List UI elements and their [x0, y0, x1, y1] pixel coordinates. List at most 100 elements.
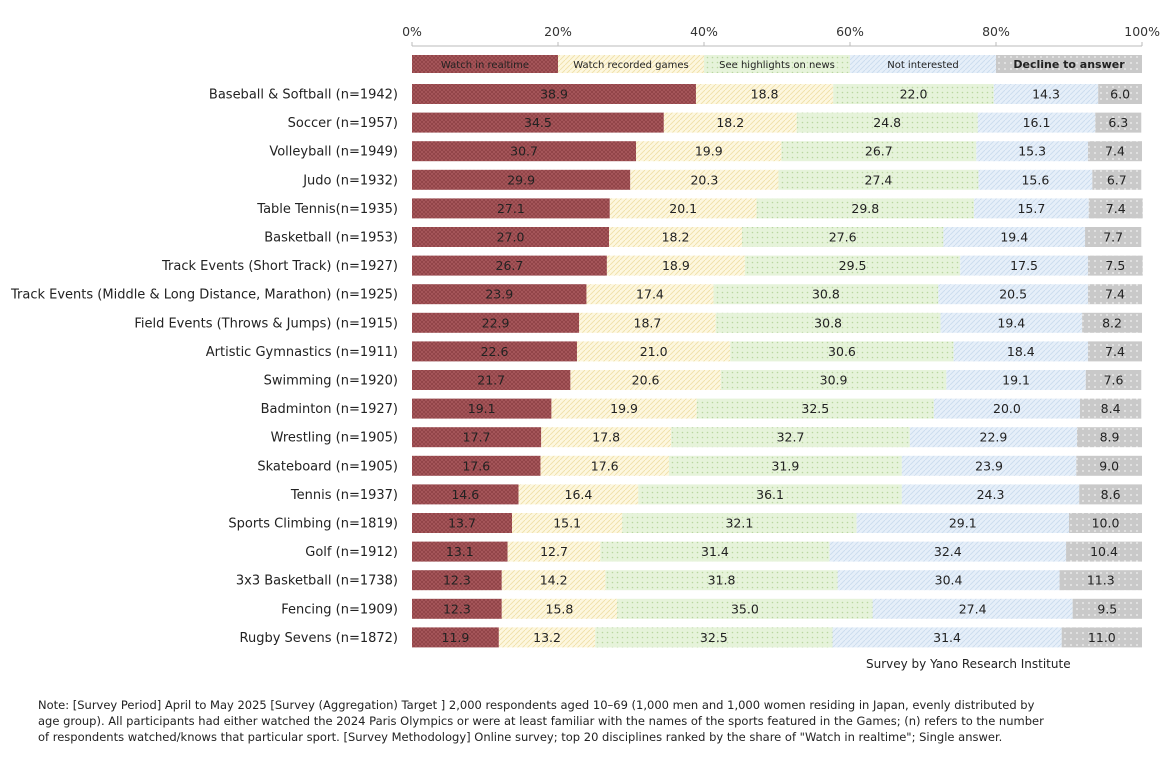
- bar-segment-not-interested: [993, 84, 1099, 104]
- value-label-decline: 10.0: [1092, 516, 1120, 531]
- value-label-realtime: 27.0: [497, 230, 525, 245]
- value-label-decline: 6.7: [1107, 172, 1127, 187]
- value-label-not-interested: 15.6: [1021, 172, 1049, 187]
- axis-tick-label: 60%: [836, 24, 864, 39]
- bar-segment-decline: [1087, 141, 1142, 162]
- bar-segment-highlights: [668, 455, 902, 476]
- value-label-realtime: 12.3: [443, 601, 471, 616]
- bar-segment-realtime: [412, 570, 502, 591]
- bar-segment-decline: [1082, 312, 1142, 333]
- value-label-realtime: 17.6: [462, 458, 490, 473]
- legend-label-decline: Decline to answer: [1013, 58, 1125, 71]
- value-label-highlights: 31.9: [771, 458, 799, 473]
- value-label-highlights: 32.5: [801, 401, 829, 416]
- category-label: Basketball (n=1953): [264, 231, 398, 246]
- bar-segment-decline: [1087, 341, 1142, 362]
- bar-segment-realtime: [412, 370, 571, 390]
- bar-segment-decline: [1085, 370, 1142, 390]
- bar-segment-not-interested: [901, 455, 1077, 476]
- legend-label-not-interested: Not interested: [887, 60, 959, 71]
- axis-tick-label: 40%: [690, 24, 718, 39]
- bar-segment-realtime: [412, 84, 696, 104]
- bar-segment-decline: [1092, 169, 1142, 190]
- value-label-recorded: 18.2: [716, 115, 744, 130]
- bar-segment-realtime: [412, 341, 577, 362]
- legend-label-realtime: Watch in realtime: [441, 60, 529, 71]
- value-label-recorded: 17.8: [592, 430, 620, 445]
- bar-segment-realtime: [412, 598, 502, 619]
- value-label-decline: 8.2: [1102, 315, 1122, 330]
- bar-segment-recorded: [498, 627, 596, 648]
- bar-segment-not-interested: [977, 112, 1096, 133]
- value-label-not-interested: 31.4: [933, 630, 961, 645]
- legend-label-recorded: Watch recorded games: [573, 60, 689, 71]
- bar-segment-highlights: [715, 312, 941, 333]
- bar-segment-highlights: [741, 227, 944, 247]
- legend-swatch-decline: [996, 55, 1142, 73]
- value-label-not-interested: 27.4: [959, 601, 987, 616]
- value-label-recorded: 12.7: [540, 544, 568, 559]
- value-label-decline: 8.4: [1101, 401, 1121, 416]
- legend-swatch-recorded: [558, 55, 704, 73]
- value-label-highlights: 22.0: [900, 87, 928, 102]
- bar-segment-highlights: [796, 112, 978, 133]
- category-label: Track Events (Short Track) (n=1927): [161, 259, 398, 274]
- bar-segment-recorded: [541, 427, 672, 448]
- bar-segment-decline: [1072, 598, 1142, 619]
- bar-segment-recorded: [512, 513, 623, 533]
- category-label: Artistic Gymnastics (n=1911): [206, 345, 398, 360]
- bar-segment-realtime: [412, 112, 664, 133]
- bar-segment-realtime: [412, 513, 513, 533]
- bar-segment-highlights: [833, 84, 994, 104]
- bar-segment-highlights: [600, 541, 830, 562]
- value-label-not-interested: 16.1: [1023, 115, 1051, 130]
- bar-segment-highlights: [595, 627, 833, 648]
- x-axis: 0% 20% 40% 60% 80% 100%: [402, 24, 1160, 47]
- value-label-realtime: 29.9: [507, 172, 535, 187]
- bar-segment-not-interested: [953, 341, 1088, 362]
- bar-segment-highlights: [617, 598, 873, 619]
- value-label-recorded: 18.9: [662, 258, 690, 273]
- value-label-realtime: 14.6: [451, 487, 479, 502]
- bar-segment-recorded: [576, 341, 731, 362]
- value-label-recorded: 18.8: [751, 87, 779, 102]
- value-label-decline: 11.0: [1088, 630, 1116, 645]
- value-label-highlights: 30.8: [812, 287, 840, 302]
- value-label-realtime: 34.5: [524, 115, 552, 130]
- bar-segment-recorded: [540, 455, 669, 476]
- bar-segment-realtime: [412, 255, 607, 276]
- bar-segment-highlights: [638, 484, 902, 505]
- bar-segment-recorded: [551, 398, 697, 419]
- bar-segment-decline: [1088, 198, 1143, 219]
- category-label: Swimming (n=1920): [264, 374, 398, 389]
- value-label-decline: 10.4: [1090, 544, 1118, 559]
- value-label-decline: 7.4: [1106, 201, 1126, 216]
- value-label-decline: 7.7: [1103, 230, 1123, 245]
- bar-segment-not-interested: [974, 198, 1089, 219]
- bar-segment-highlights: [744, 255, 961, 276]
- survey-note: Note: [Survey Period] April to May 2025 …: [38, 698, 1044, 744]
- bar-segment-recorded: [609, 198, 757, 219]
- value-label-recorded: 17.4: [636, 287, 664, 302]
- bar-segment-realtime: [412, 198, 610, 219]
- bar-segment-realtime: [412, 141, 637, 162]
- bar-segment-decline: [1087, 284, 1142, 305]
- value-label-recorded: 18.7: [634, 315, 662, 330]
- value-label-not-interested: 24.3: [977, 487, 1005, 502]
- legend-swatch-not-interested: [850, 55, 996, 73]
- bar-segment-realtime: [412, 455, 541, 476]
- value-label-not-interested: 22.9: [980, 430, 1008, 445]
- category-label: Golf (n=1912): [305, 545, 398, 560]
- value-label-not-interested: 18.4: [1007, 344, 1035, 359]
- bar-segment-recorded: [609, 227, 742, 247]
- value-label-recorded: 20.6: [632, 373, 660, 388]
- value-label-not-interested: 17.5: [1010, 258, 1038, 273]
- bar-segment-not-interested: [976, 141, 1088, 162]
- value-label-not-interested: 15.7: [1017, 201, 1045, 216]
- value-label-realtime: 27.1: [497, 201, 525, 216]
- value-label-highlights: 30.6: [828, 344, 856, 359]
- value-label-not-interested: 19.4: [997, 315, 1025, 330]
- value-label-highlights: 35.0: [731, 601, 759, 616]
- value-label-highlights: 27.6: [829, 230, 857, 245]
- bar-segment-not-interested: [837, 570, 1060, 591]
